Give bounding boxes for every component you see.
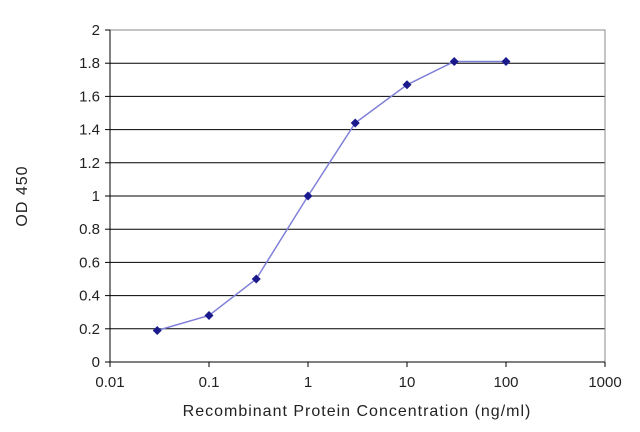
x-tick-label-0: 0.01: [95, 374, 124, 391]
y-tick-label-6: 1.2: [79, 155, 100, 172]
y-tick-label-10: 2: [92, 22, 100, 39]
data-point-0-0: [152, 325, 162, 335]
data-point-0-3: [303, 191, 313, 201]
data-point-0-6: [449, 57, 459, 67]
y-tick-label-7: 1.4: [79, 122, 100, 139]
x-tick-labels: 0.01 0.1 1 10 100 1000: [95, 374, 621, 391]
x-tick-label-1: 0.1: [199, 374, 220, 391]
y-tick-label-1: 0.2: [79, 321, 100, 338]
x-tick-label-4: 100: [493, 374, 518, 391]
y-tick-label-8: 1.6: [79, 88, 100, 105]
series-layer: [152, 57, 511, 335]
y-tick-label-5: 1: [92, 188, 100, 205]
series-line-0: [156, 60, 506, 332]
y-tick-label-0: 0: [92, 354, 100, 371]
data-point-0-1: [204, 311, 214, 321]
y-tick-label-2: 0.4: [79, 288, 100, 305]
grid-layer: [110, 29, 605, 330]
y-tick-labels: 0 0.2 0.4 0.6 0.8 1 1.2 1.4 1.6 1.8 2: [79, 22, 100, 371]
x-tick-label-5: 1000: [588, 374, 621, 391]
data-point-0-5: [402, 80, 412, 90]
data-point-0-4: [350, 118, 360, 128]
data-point-0-2: [251, 274, 261, 284]
y-axis-title: OD 450: [14, 165, 31, 226]
x-tick-label-2: 1: [304, 374, 312, 391]
x-axis-title: Recombinant Protein Concentration (ng/ml…: [183, 403, 532, 420]
y-tick-label-4: 0.8: [79, 221, 100, 238]
x-tick-label-3: 10: [399, 374, 416, 391]
axis-layer: [105, 29, 606, 367]
y-tick-label-9: 1.8: [79, 55, 100, 72]
data-point-0-7: [501, 57, 511, 67]
y-tick-label-3: 0.6: [79, 254, 100, 271]
